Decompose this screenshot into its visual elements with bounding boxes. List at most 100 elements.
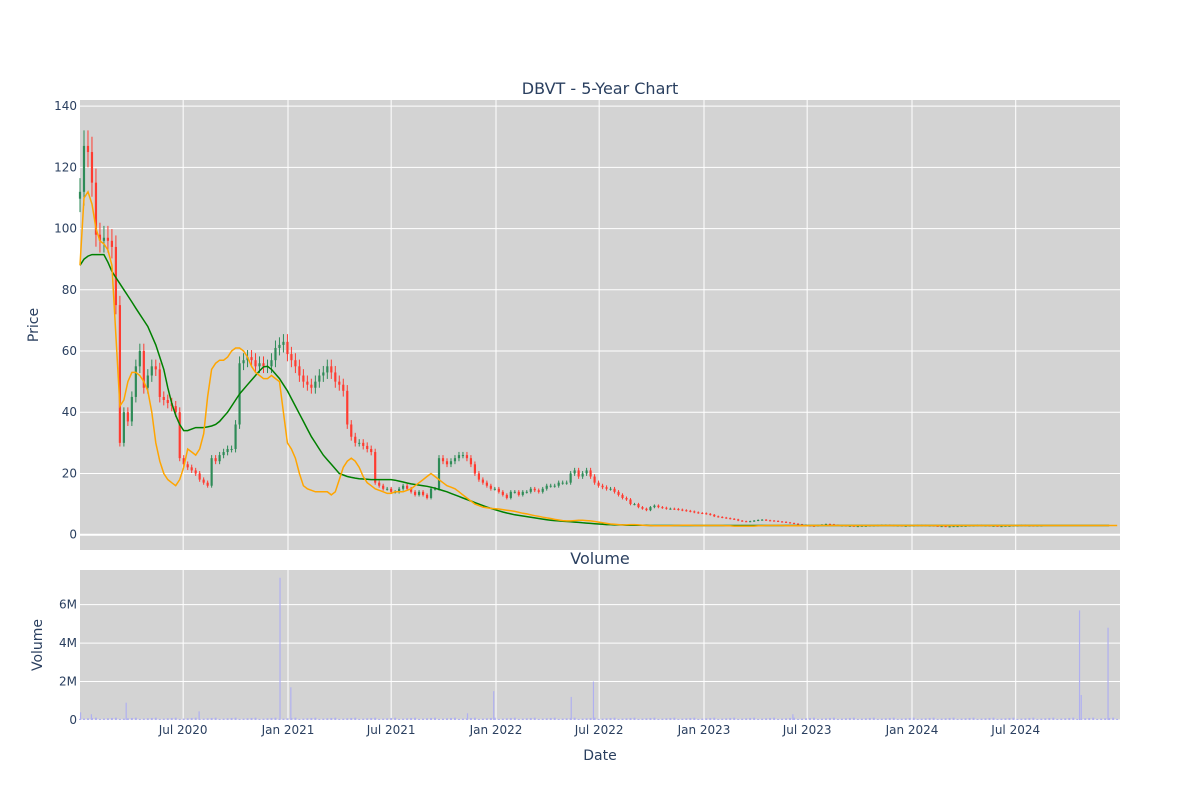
candle-body	[753, 520, 756, 522]
candle-body	[784, 521, 788, 523]
candle-body	[992, 525, 995, 527]
candle-body	[406, 485, 409, 489]
price-tick-label: 40	[62, 405, 77, 419]
candle-body	[425, 494, 429, 498]
x-axis-title: Date	[583, 748, 616, 764]
candle-body	[417, 491, 421, 495]
candle-body	[529, 488, 532, 492]
candle-body	[489, 485, 492, 489]
candle-body	[749, 521, 752, 523]
candle-body	[737, 519, 740, 521]
candle-body	[222, 452, 225, 456]
candle-body	[378, 482, 381, 486]
candle-body	[617, 491, 620, 495]
candle-body	[669, 508, 672, 510]
candle-body	[633, 504, 636, 506]
candle-body	[366, 445, 369, 449]
candle-body	[457, 455, 461, 459]
candle-body	[445, 461, 449, 465]
candle-body	[772, 520, 776, 522]
candle-body	[677, 508, 680, 510]
candle-body	[796, 523, 800, 525]
price-axis-title: Price	[26, 308, 42, 342]
candle-body	[589, 470, 592, 477]
candle-body	[717, 516, 720, 518]
candle-body	[665, 507, 668, 509]
candle-body	[860, 525, 863, 527]
price-tick-label: 60	[62, 344, 77, 358]
candle-body	[362, 442, 365, 446]
candle-body	[142, 351, 145, 388]
candle-body	[122, 412, 125, 443]
candle-body	[82, 145, 86, 192]
candle-body	[485, 482, 488, 486]
candle-body	[856, 526, 859, 528]
price-panel: 0 20 40 60 80 100 120 140	[54, 99, 1120, 550]
date-tick-label: Jan 2024	[885, 723, 939, 737]
candle-body	[178, 412, 181, 459]
candle-body	[390, 488, 393, 492]
candle-body	[565, 482, 568, 484]
candle-body	[661, 507, 664, 509]
candle-body	[701, 512, 704, 514]
price-tick-label: 20	[62, 466, 77, 480]
candle-body	[461, 455, 465, 457]
candle-body	[186, 464, 189, 468]
candle-body	[765, 519, 768, 521]
candle-body	[537, 490, 540, 492]
candle-body	[78, 191, 82, 199]
candle-body	[370, 448, 373, 453]
candle-body	[174, 406, 177, 413]
candle-body	[278, 344, 281, 348]
candle-body	[741, 520, 744, 522]
volume-tick-label: 6M	[59, 598, 77, 612]
candle-body	[326, 366, 329, 373]
candle-body	[298, 366, 301, 376]
candle-body	[166, 400, 169, 404]
candle-body	[130, 396, 133, 422]
candle-body	[158, 369, 161, 397]
candle-body	[242, 360, 245, 364]
candle-body	[1008, 525, 1011, 527]
candle-body	[138, 351, 141, 367]
date-tick-label: Jul 2024	[990, 723, 1040, 737]
candle-body	[944, 526, 947, 528]
candle-body	[828, 523, 832, 525]
candle-body	[852, 525, 855, 527]
candle-body	[190, 467, 193, 471]
candle-body	[202, 479, 205, 483]
candle-body	[118, 305, 121, 443]
candle-body	[645, 508, 648, 511]
candle-body	[653, 505, 656, 508]
candle-body	[481, 479, 484, 483]
candle-body	[709, 513, 712, 515]
candle-body	[940, 526, 943, 528]
candle-body	[725, 517, 728, 519]
candle-body	[848, 525, 851, 527]
chart-title: DBVT - 5-Year Chart	[522, 79, 678, 98]
candle-body	[609, 488, 612, 490]
candle-body	[824, 523, 828, 525]
candle-body	[733, 518, 736, 520]
candle-body	[90, 152, 94, 183]
candle-body	[593, 476, 596, 483]
price-tick-label: 80	[62, 283, 77, 297]
candle-body	[310, 384, 313, 388]
candle-body	[262, 363, 265, 367]
candle-body	[625, 497, 628, 500]
candle-body	[473, 464, 477, 474]
candle-body	[465, 455, 469, 459]
candle-body	[581, 473, 584, 477]
candle-body	[214, 458, 217, 462]
date-tick-label: Jul 2022	[574, 723, 624, 737]
candle-body	[964, 525, 967, 527]
candle-body	[374, 452, 377, 483]
volume-plot-area	[80, 570, 1120, 720]
candle-body	[713, 514, 716, 517]
candle-body	[338, 381, 341, 385]
candle-body	[948, 526, 951, 528]
candle-body	[230, 448, 233, 450]
candle-body	[601, 485, 604, 488]
candle-body	[198, 473, 201, 480]
